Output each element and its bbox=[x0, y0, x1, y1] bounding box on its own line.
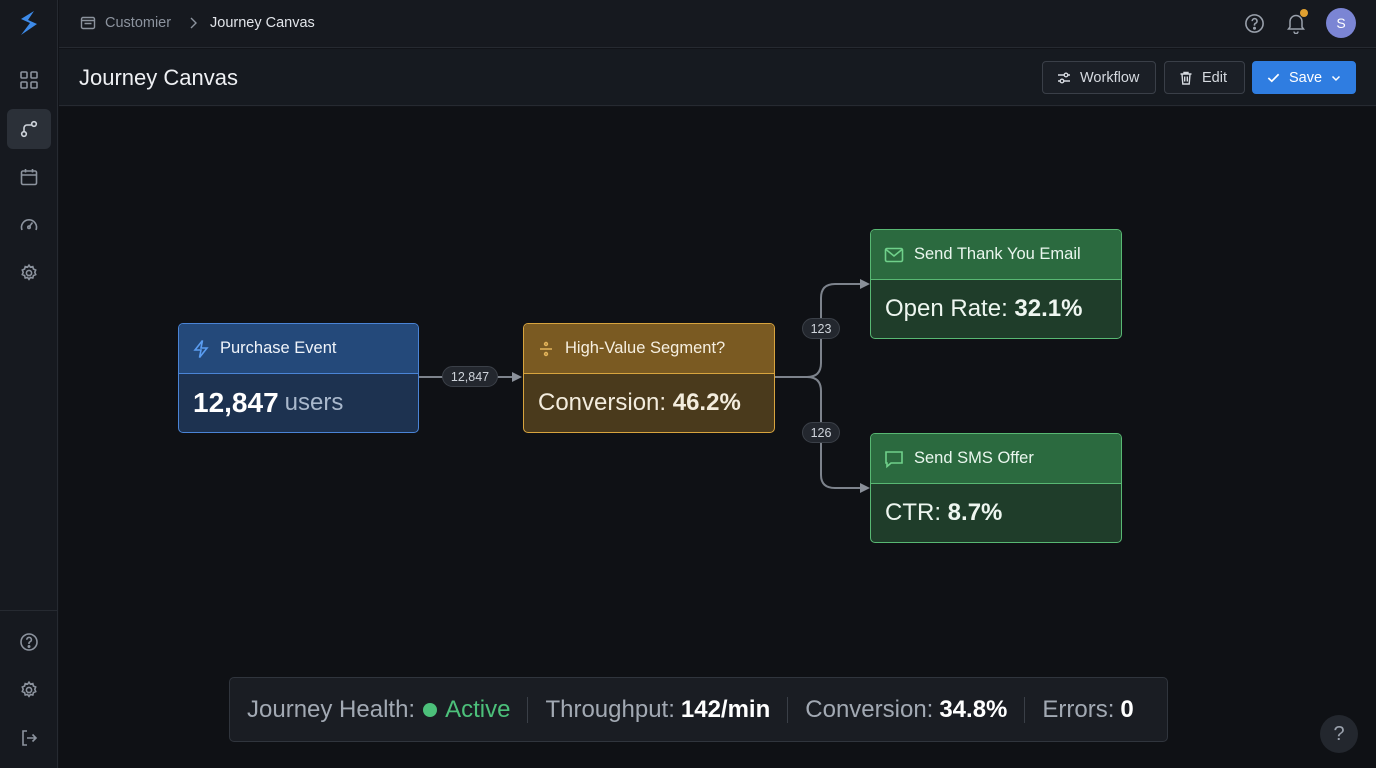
journey-health-bar: Journey Health: Active Throughput: 142/m… bbox=[229, 677, 1168, 742]
workspace-icon bbox=[80, 15, 96, 31]
sidebar-item-calendar[interactable] bbox=[7, 157, 51, 197]
throughput-value: 142/min bbox=[680, 695, 771, 723]
sidebar-divider bbox=[0, 610, 58, 611]
logout-icon bbox=[22, 730, 38, 746]
node-purchase-event[interactable]: Purchase Event 12,847 users bbox=[178, 323, 419, 433]
sidebar-item-journeys[interactable] bbox=[7, 109, 51, 149]
node-header: Send SMS Offer bbox=[871, 434, 1121, 484]
health-label: Journey Health: bbox=[247, 695, 416, 723]
workflow-button[interactable]: Workflow bbox=[1042, 61, 1156, 94]
save-button[interactable]: Save bbox=[1252, 61, 1356, 94]
node-title: Send SMS Offer bbox=[914, 449, 1034, 467]
node-metric: Conversion: 46.2% bbox=[524, 374, 774, 432]
app-logo[interactable] bbox=[17, 9, 41, 37]
sidebar-item-preferences[interactable] bbox=[7, 670, 51, 710]
arrowhead bbox=[512, 372, 522, 382]
metric-label: CTR: bbox=[885, 499, 941, 526]
sidebar-item-help[interactable] bbox=[7, 622, 51, 662]
gear-icon bbox=[21, 263, 37, 281]
sliders-icon bbox=[1058, 72, 1070, 83]
grid-icon bbox=[20, 71, 38, 89]
node-metric: CTR: 8.7% bbox=[871, 484, 1121, 542]
health-status-text: Active bbox=[445, 695, 511, 723]
node-title: Send Thank You Email bbox=[914, 245, 1081, 263]
breadcrumb-parent[interactable]: Customier bbox=[105, 15, 172, 31]
node-header: Purchase Event bbox=[179, 324, 418, 374]
page-title: Journey Canvas bbox=[79, 65, 238, 90]
conversion-label: Conversion: bbox=[805, 695, 934, 723]
avatar[interactable]: S bbox=[1326, 8, 1356, 38]
health-conversion: Conversion: 34.8% bbox=[788, 678, 1024, 741]
node-send-email[interactable]: Send Thank You Email Open Rate: 32.1% bbox=[870, 229, 1122, 339]
trash-icon bbox=[1180, 71, 1192, 85]
node-header: High-Value Segment? bbox=[524, 324, 774, 374]
help-icon[interactable] bbox=[1244, 13, 1265, 34]
check-icon bbox=[1267, 73, 1280, 83]
node-header: Send Thank You Email bbox=[871, 230, 1121, 280]
mail-icon bbox=[884, 247, 904, 262]
errors-label: Errors: bbox=[1042, 695, 1115, 723]
conversion-value: 34.8% bbox=[939, 695, 1008, 723]
gauge-icon bbox=[20, 219, 38, 231]
divide-icon bbox=[540, 341, 552, 356]
journey-canvas[interactable]: 12,847 123 126 Purchase Event 12,847 use… bbox=[59, 107, 1376, 768]
chevron-right-icon bbox=[187, 16, 199, 30]
divider bbox=[527, 696, 529, 723]
sidebar bbox=[0, 0, 58, 768]
divider bbox=[787, 696, 789, 723]
edge-label-segment-email: 123 bbox=[802, 318, 840, 339]
arrowhead bbox=[860, 483, 870, 493]
sidebar-item-logout[interactable] bbox=[7, 718, 51, 758]
top-bar: Customier Journey Canvas S bbox=[59, 0, 1376, 48]
lightning-icon bbox=[193, 339, 209, 358]
node-metric: 12,847 users bbox=[179, 374, 418, 432]
edge-label-purchase-segment: 12,847 bbox=[442, 366, 498, 387]
notification-dot bbox=[1300, 9, 1308, 17]
help-icon bbox=[20, 633, 38, 651]
metric-value: 46.2% bbox=[672, 389, 741, 416]
breadcrumb-current: Journey Canvas bbox=[210, 15, 315, 31]
status-dot bbox=[423, 702, 438, 717]
bell-icon[interactable] bbox=[1286, 12, 1306, 34]
edge-label-segment-sms: 126 bbox=[802, 422, 840, 443]
metric-value: 8.7% bbox=[947, 499, 1003, 526]
metric-value: 32.1% bbox=[1014, 295, 1083, 322]
edit-button[interactable]: Edit bbox=[1164, 61, 1245, 94]
help-fab-button[interactable]: ? bbox=[1320, 715, 1358, 753]
node-high-value-segment[interactable]: High-Value Segment? Conversion: 46.2% bbox=[523, 323, 775, 433]
errors-value: 0 bbox=[1120, 695, 1134, 723]
user-unit: users bbox=[284, 389, 344, 416]
gear-icon bbox=[21, 680, 37, 698]
calendar-icon bbox=[20, 169, 38, 186]
health-throughput: Throughput: 142/min bbox=[528, 678, 787, 741]
node-title: Purchase Event bbox=[220, 339, 337, 357]
node-title: High-Value Segment? bbox=[565, 339, 726, 357]
node-metric: Open Rate: 32.1% bbox=[871, 280, 1121, 338]
sidebar-item-dashboard[interactable] bbox=[7, 60, 51, 100]
arrowhead bbox=[860, 279, 870, 289]
sidebar-item-analytics[interactable] bbox=[7, 205, 51, 245]
divider bbox=[1024, 696, 1026, 723]
sidebar-item-settings[interactable] bbox=[7, 253, 51, 293]
node-send-sms[interactable]: Send SMS Offer CTR: 8.7% bbox=[870, 433, 1122, 543]
edge-layer bbox=[419, 279, 870, 493]
metric-label: Open Rate: bbox=[885, 295, 1008, 322]
user-count: 12,847 bbox=[193, 387, 279, 418]
save-label: Save bbox=[1288, 69, 1323, 86]
route-icon bbox=[20, 120, 38, 138]
workflow-label: Workflow bbox=[1080, 69, 1140, 86]
message-icon bbox=[885, 450, 903, 468]
throughput-label: Throughput: bbox=[545, 695, 675, 723]
health-errors: Errors: 0 bbox=[1025, 678, 1150, 741]
metric-label: Conversion: bbox=[538, 389, 667, 416]
chevron-down-icon bbox=[1331, 75, 1341, 81]
edit-label: Edit bbox=[1202, 69, 1227, 86]
page-header: Journey Canvas Workflow Edit Save bbox=[59, 49, 1376, 106]
health-status: Journey Health: Active bbox=[230, 678, 527, 741]
